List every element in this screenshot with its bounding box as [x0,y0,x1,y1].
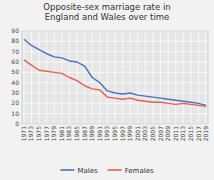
x-grid-line [23,31,24,124]
x-tick-label: 1987 [81,126,88,141]
chart: Opposite-sex marriage rate inEngland and… [0,0,214,180]
background [0,0,214,180]
x-tick-label: 1989 [88,126,95,141]
x-tick-label: 2009 [164,126,171,141]
legend-swatch [60,169,74,171]
x-tick-label: 2013 [179,126,186,141]
y-tick-label: 60 [11,58,19,65]
x-tick-label: 1975 [35,126,42,141]
title-line: Opposite-sex marriage rate in [43,2,170,12]
x-grid-line [54,31,55,124]
x-grid-line [99,31,100,124]
title-line: England and Wales over time [45,12,170,22]
x-tick-label: 2015 [187,126,194,141]
x-tick-label: 1971 [20,126,27,141]
x-grid-line [39,31,40,124]
lines [24,39,206,106]
x-tick-label: 1983 [65,126,72,141]
y-tick-label: 70 [11,48,19,55]
x-tick-label: 2001 [134,126,141,141]
x-grid-line [122,31,123,124]
x-grid-line [107,31,108,124]
x-grid-line [145,31,146,124]
x-tick-label: 1979 [50,126,57,141]
x-tick-label: 1985 [73,126,80,141]
x-grid-line [137,31,138,124]
x-grid-line [160,31,161,124]
x-tick-label: 2011 [172,126,179,141]
plot-area [22,31,208,124]
legend: Males Females [60,167,154,175]
x-tick-label: 2017 [195,126,202,141]
x-tick-label: 1977 [43,126,50,141]
x-grid-line [168,31,169,124]
x-tick-label: 1991 [96,126,103,141]
x-grid-line [130,31,131,124]
y-tick-label: 0 [15,120,19,127]
y-tick-label: 10 [11,110,19,117]
x-grid-line [183,31,184,124]
title: Opposite-sex marriage rate inEngland and… [43,2,170,22]
y-tick-label: 20 [11,99,19,106]
y-tick-label: 30 [11,89,19,96]
x-tick-label: 1993 [103,126,110,141]
x-grid-line [84,31,85,124]
y-tick-label: 50 [11,68,19,75]
x-tick-label: 1995 [111,126,118,141]
y-tick-label: 90 [11,27,19,34]
x-grid-line [190,31,191,124]
x-tick-label: 1997 [119,126,126,141]
series-line [24,60,206,107]
y-tick-label: 40 [11,79,19,86]
grid [22,31,208,124]
x-tick-label: 2005 [149,126,156,141]
plot-frame [22,31,208,124]
x-tick-label: 1973 [27,126,34,141]
x-grid-line [152,31,153,124]
x-tick-label: 2019 [202,126,209,141]
x-tick-label: 1981 [58,126,65,141]
legend-label: Females [125,167,154,175]
legend-swatch [108,169,122,171]
x-grid-line [46,31,47,124]
x-grid-line [115,31,116,124]
y-tick-label: 80 [11,37,19,44]
legend-label: Males [77,167,98,175]
x-tick-label: 2003 [141,126,148,141]
x-grid-line [61,31,62,124]
x-grid-line [206,31,207,124]
x-grid-line [175,31,176,124]
x-grid-line [77,31,78,124]
x-tick-label: 2007 [157,126,164,141]
x-tick-label: 1999 [126,126,133,141]
x-grid-line [198,31,199,124]
